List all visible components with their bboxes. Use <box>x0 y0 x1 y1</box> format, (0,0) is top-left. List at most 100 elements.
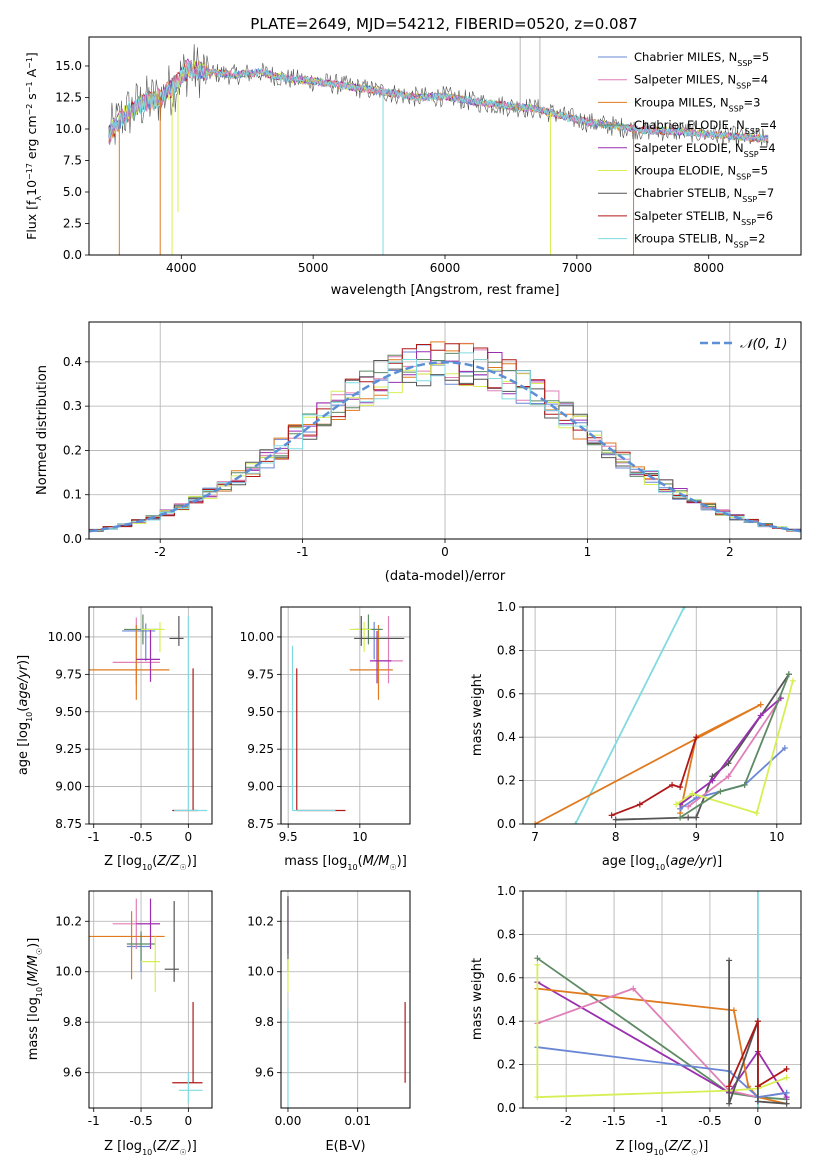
massweight-line <box>679 673 790 819</box>
axes-frame <box>88 606 213 825</box>
label-part: SSP <box>745 127 760 136</box>
x-tick-label: 0 <box>185 1114 193 1128</box>
x-tick-label: 10 <box>352 830 367 844</box>
x-tick-label: 5000 <box>298 261 329 275</box>
label-part: ☉ <box>180 1148 187 1157</box>
plot-area <box>108 37 769 255</box>
plot-area <box>534 891 790 1108</box>
label-part: 10 <box>142 863 152 872</box>
label-part: =4 <box>759 141 776 155</box>
spectrum-line <box>108 60 769 144</box>
massweight-line <box>679 697 782 806</box>
y-tick-label: 0.0 <box>63 248 82 262</box>
mass-vs-ebv-panel: 0.00 0.01 9.6 9.8 10.0 10.2 E(B-V) <box>247 890 411 1154</box>
y-tick-label: 0.8 <box>497 643 516 657</box>
y-axis-label: Flux [fλ10−17 erg cm−2 s−1 A−1] <box>24 52 43 240</box>
x-tick-label: -2 <box>154 545 166 559</box>
massweight-line <box>728 1020 788 1088</box>
legend-label: Kroupa MILES, NSSP=3 <box>634 95 760 113</box>
massweight-line <box>536 981 788 1098</box>
label-part: −1 <box>25 57 34 69</box>
label-part: ( <box>665 854 670 869</box>
label-part: 10 <box>35 987 44 997</box>
y-tick-label: 9.50 <box>55 705 82 719</box>
y-tick-label: 0.4 <box>63 355 82 369</box>
label-part: ( <box>152 1139 157 1154</box>
y-tick-label: 5.0 <box>63 185 82 199</box>
legend-label: Chabrier STELIB, NSSP=7 <box>634 186 774 204</box>
label-part: ☉ <box>389 863 396 872</box>
label-part: )] <box>698 1139 708 1154</box>
label-part: 10 <box>142 1148 152 1157</box>
massweight-line <box>574 607 686 824</box>
label-part: =2 <box>749 232 766 246</box>
label-part: 10 <box>347 863 357 872</box>
x-axis-label: (data-model)/error <box>385 569 506 584</box>
label-part: Z [log <box>104 1139 142 1154</box>
massweight-line <box>687 697 782 808</box>
y-tick-label: 9.6 <box>63 1066 82 1080</box>
label-part: λ <box>34 196 43 201</box>
label-part: Z/Z <box>156 854 180 869</box>
x-tick-label: 8000 <box>693 261 724 275</box>
x-tick-label: -0.5 <box>129 1114 152 1128</box>
plot-area <box>287 896 406 1108</box>
y-tick-label: 0.0 <box>497 1101 516 1115</box>
massweight-line <box>536 957 787 1101</box>
label-part: Salpeter MILES, N <box>634 73 736 87</box>
x-tick-label: 7 <box>531 830 539 844</box>
y-tick-label: 15.0 <box>55 59 82 73</box>
x-tick-label: 7000 <box>562 261 593 275</box>
y-tick-label: 2.5 <box>63 216 82 230</box>
legend-label: Kroupa STELIB, NSSP=2 <box>634 232 765 250</box>
y-tick-label: 10.0 <box>55 122 82 136</box>
y-tick-label: 0.1 <box>63 488 82 502</box>
label-part: age/yr <box>16 663 31 706</box>
label-part: Z [log <box>616 1139 654 1154</box>
y-tick-label: 9.25 <box>247 742 274 756</box>
y-axis-label: mass weight <box>470 958 485 1040</box>
y-tick-label: 9.75 <box>247 667 274 681</box>
y-tick-label: 1.0 <box>497 600 516 614</box>
x-tick-label: 0 <box>441 545 449 559</box>
label-part: Kroupa STELIB, N <box>634 232 734 246</box>
legend-label: Chabrier MILES, NSSP=5 <box>634 50 769 68</box>
x-tick-label: 8 <box>612 830 620 844</box>
label-part: ( <box>26 982 41 987</box>
label-part: ( <box>16 707 31 712</box>
y-tick-label: 0.0 <box>497 817 516 831</box>
y-tick-label: 7.5 <box>63 153 82 167</box>
label-part: =4 <box>751 73 768 87</box>
label-part: Chabrier STELIB, N <box>634 186 742 200</box>
x-tick-label: 10 <box>769 830 784 844</box>
massweight-line <box>615 673 790 821</box>
label-part: Salpeter STELIB, N <box>634 209 741 223</box>
axes-frame <box>280 606 411 825</box>
x-tick-label: -1 <box>88 1114 100 1128</box>
legend-label: 𝒩(0, 1) <box>740 337 787 352</box>
label-part: =5 <box>752 50 769 64</box>
label-part: )] <box>26 938 41 948</box>
y-tick-label: 9.6 <box>255 1066 274 1080</box>
label-part: Z [log <box>104 854 142 869</box>
y-tick-label: 9.8 <box>255 1015 274 1029</box>
plot-area <box>532 607 796 824</box>
y-axis-label: age [log10(age/yr)] <box>16 655 34 775</box>
label-part: SSP <box>729 104 744 113</box>
label-part: )] <box>712 854 722 869</box>
label-part: =4 <box>760 118 777 132</box>
label-part: −1 <box>25 81 34 93</box>
x-axis-label: Z [log10(Z/Z☉)] <box>616 1139 709 1157</box>
x-tick-label: 9.5 <box>279 830 298 844</box>
y-tick-label: 8.75 <box>55 817 82 831</box>
label-part: ( <box>358 854 363 869</box>
y-tick-label: 0.6 <box>497 971 516 985</box>
x-tick-label: -0.5 <box>129 830 152 844</box>
massweight-line <box>537 1046 787 1099</box>
legend-label: Salpeter MILES, NSSP=4 <box>634 73 768 91</box>
y-tick-label: 0.6 <box>497 687 516 701</box>
y-tick-label: 0.2 <box>63 443 82 457</box>
